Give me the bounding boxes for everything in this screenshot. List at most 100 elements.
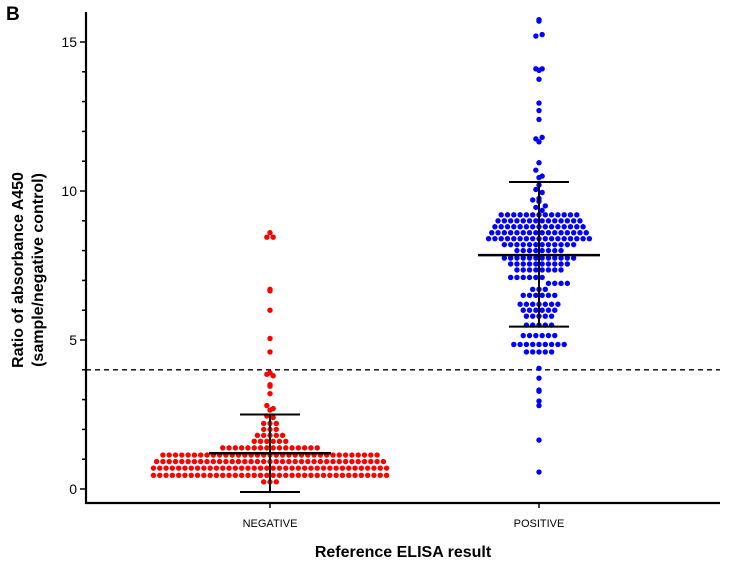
positive-data-point: [564, 261, 571, 267]
negative-data-point: [273, 479, 279, 485]
negative-data-point: [270, 438, 276, 445]
positive-data-point: [574, 235, 580, 242]
negative-data-point: [153, 458, 160, 465]
negative-data-point: [298, 458, 305, 465]
positive-data-point: [523, 301, 530, 307]
positive-data-point: [536, 375, 542, 381]
negative-data-point: [251, 445, 257, 451]
negative-data-point: [175, 465, 182, 471]
positive-data-point: [536, 349, 542, 355]
y-tick-labels: 0 5 10 15: [61, 34, 77, 497]
negative-data-point: [358, 465, 365, 471]
negative-data-point: [261, 426, 267, 433]
negative-data-point: [179, 458, 185, 465]
positive-data-point: [561, 341, 567, 348]
negative-data-point: [270, 465, 276, 471]
positive-data-point: [558, 241, 564, 248]
positive-data-point: [530, 349, 536, 355]
positive-data-point: [533, 241, 539, 248]
positive-data-point: [533, 274, 539, 281]
negative-data-point: [226, 445, 232, 451]
negative-data-point: [320, 472, 327, 478]
negative-data-point: [213, 472, 220, 478]
positive-data-point: [539, 267, 545, 273]
positive-data-point: [574, 212, 580, 218]
positive-data-point: [520, 247, 526, 254]
negative-data-point: [264, 465, 270, 471]
negative-data-point: [264, 472, 270, 478]
negative-data-point: [185, 452, 191, 458]
positive-data-point: [539, 241, 545, 248]
positive-data-point: [536, 107, 542, 114]
positive-data-point: [533, 33, 539, 39]
negative-data-point: [235, 458, 242, 465]
positive-data-point: [558, 280, 564, 287]
positive-data-point: [520, 241, 526, 248]
positive-data-point: [520, 261, 526, 267]
positive-data-point: [536, 402, 542, 409]
negative-data-point: [257, 465, 264, 471]
negative-data-point: [314, 472, 320, 478]
negative-data-point: [301, 472, 308, 478]
positive-data-point: [485, 235, 492, 242]
negative-data-point: [238, 472, 245, 478]
y-axis-label: Ratio of absorbance A450 (sample/negativ…: [10, 172, 47, 368]
positive-data-point: [514, 247, 520, 254]
positive-data-point: [501, 255, 508, 261]
positive-data-point: [542, 203, 548, 209]
negative-data-point: [292, 458, 298, 465]
positive-data-point: [526, 292, 533, 298]
negative-data-point: [251, 465, 257, 471]
positive-data-point: [564, 255, 571, 261]
negative-data-point: [349, 458, 355, 465]
negative-data-point: [213, 465, 220, 471]
negative-data-point: [267, 230, 273, 236]
negative-data-point: [264, 234, 270, 240]
positive-data-point: [501, 218, 508, 224]
positive-data-point: [533, 255, 539, 261]
negative-data-point: [267, 307, 273, 313]
y-tick-label: 0: [69, 481, 77, 497]
negative-data-point: [216, 458, 223, 465]
positive-data-point: [555, 235, 561, 242]
negative-data-point: [371, 465, 377, 471]
negative-data-point: [308, 465, 314, 471]
negative-data-point: [330, 458, 336, 465]
y-tick-label: 10: [61, 183, 77, 199]
negative-data-point: [289, 472, 295, 478]
positive-data-point: [564, 280, 571, 287]
positive-data-point: [545, 241, 552, 248]
positive-data-point: [564, 218, 571, 224]
positive-data-point: [545, 230, 552, 236]
negative-data-point: [257, 445, 264, 451]
positive-data-point: [507, 274, 514, 281]
negative-data-point: [251, 438, 257, 445]
positive-data-point: [526, 332, 533, 339]
negative-data-point: [166, 452, 172, 458]
positive-data-point: [511, 212, 517, 218]
positive-data-point: [542, 212, 548, 218]
negative-data-point: [150, 472, 157, 478]
negative-data-point: [352, 465, 358, 471]
positive-data-point: [523, 212, 530, 218]
negative-data-point: [383, 472, 390, 478]
x-axis-label: Reference ELISA result: [315, 544, 492, 561]
negative-data-point: [383, 465, 390, 471]
negative-data-point: [330, 452, 336, 458]
negative-data-point: [242, 458, 248, 465]
positive-data-point: [501, 241, 508, 248]
negative-data-point: [317, 458, 324, 465]
positive-data-point: [555, 341, 561, 348]
positive-data-point: [520, 332, 526, 339]
positive-data-point: [539, 261, 545, 267]
negative-data-point: [286, 458, 292, 465]
negative-data-point: [232, 465, 239, 471]
positive-data-point: [530, 286, 536, 293]
positive-data-point: [542, 286, 548, 293]
positive-data-point: [514, 218, 520, 224]
positive-data-point: [507, 241, 514, 248]
positive-data-point: [533, 218, 539, 224]
positive-data-point: [539, 66, 545, 72]
positive-data-point: [542, 301, 548, 307]
